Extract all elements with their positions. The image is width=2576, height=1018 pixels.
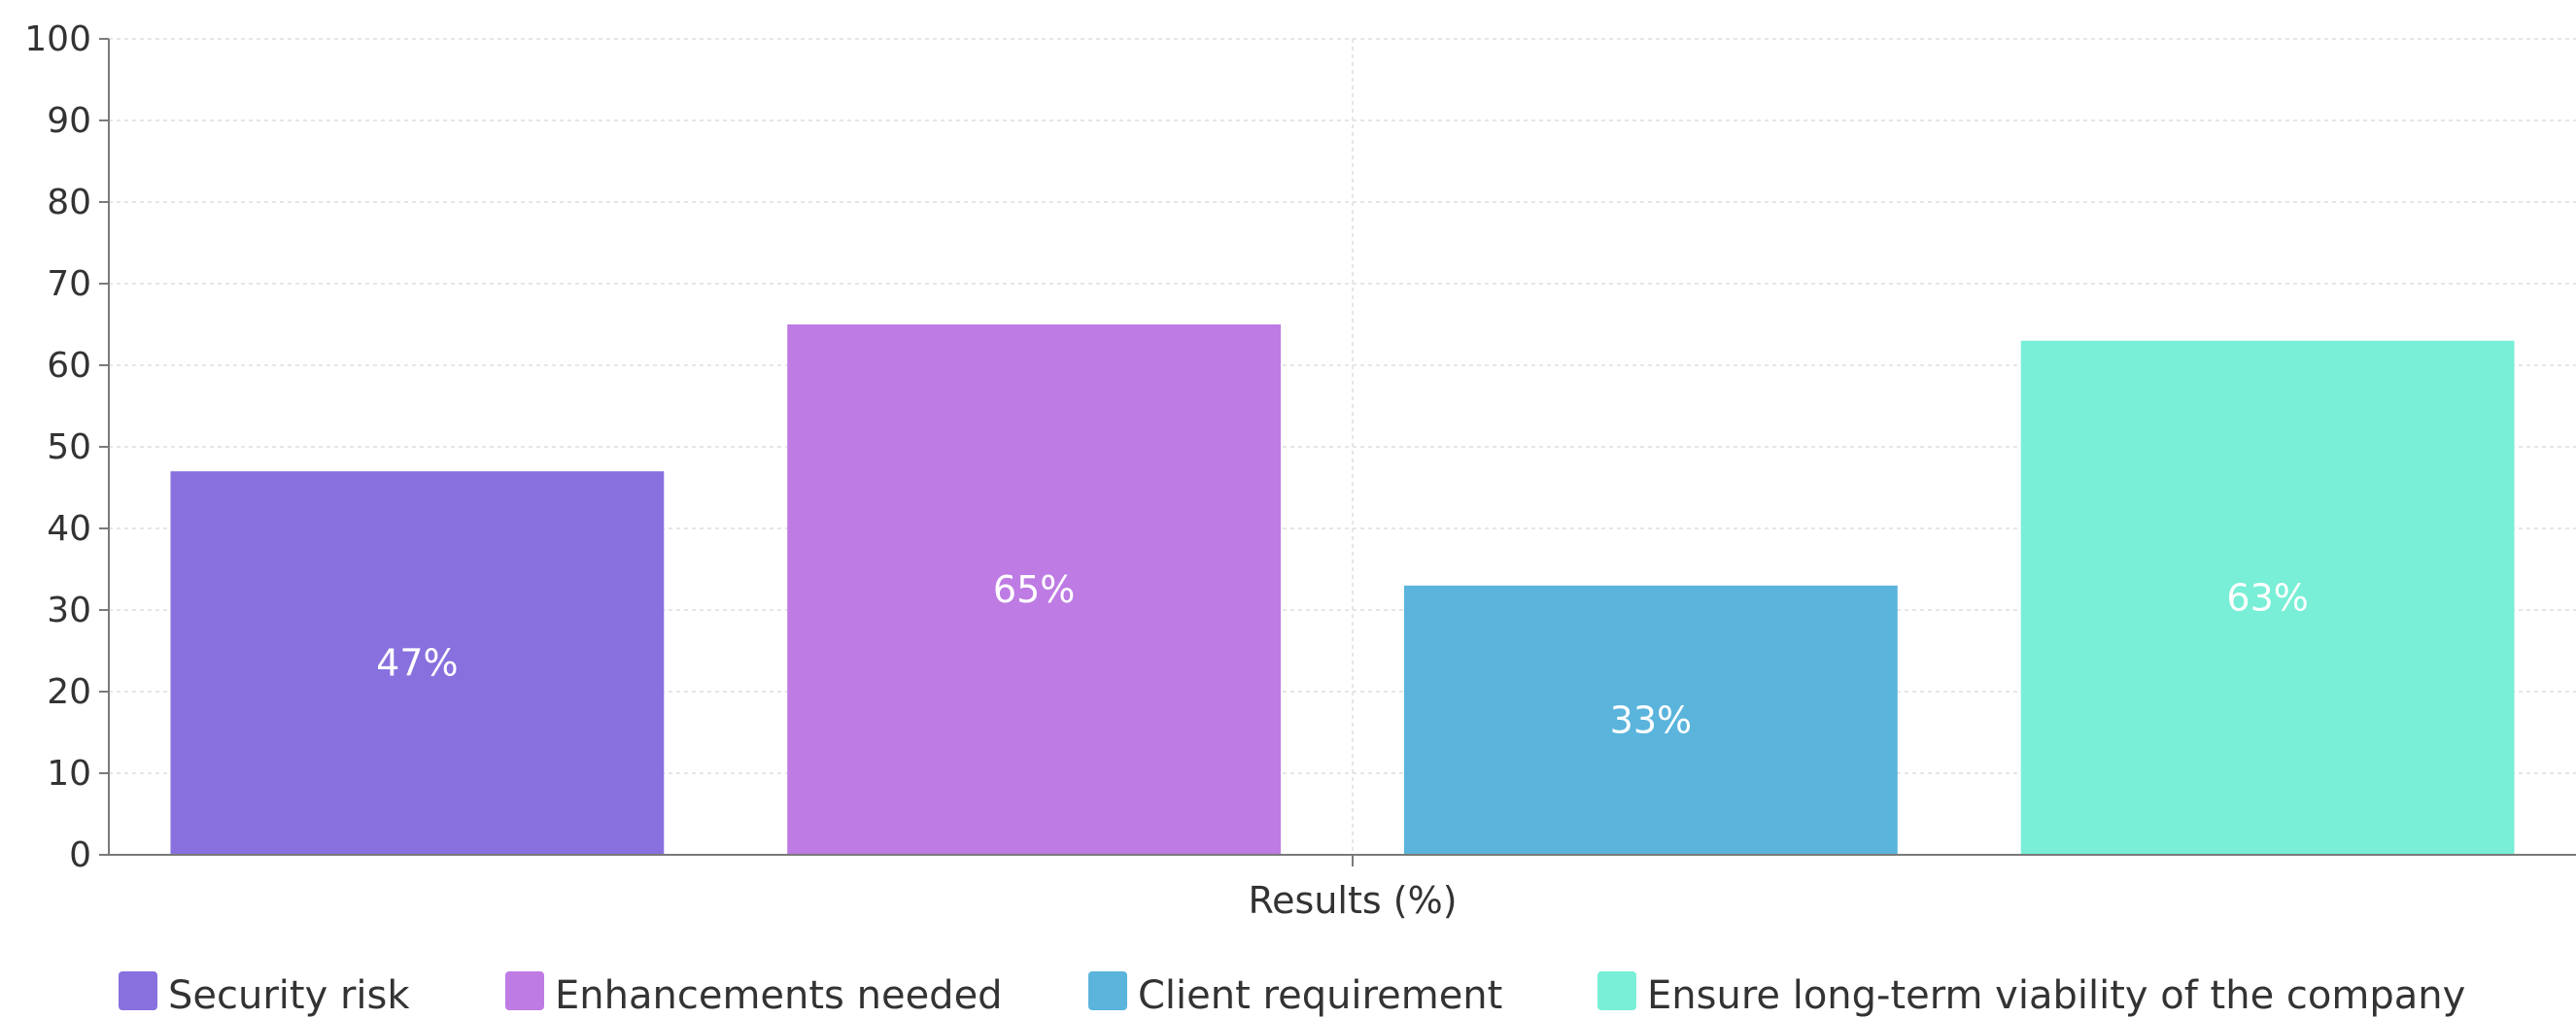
bar-3 <box>2020 340 2515 855</box>
bar-value-label: 63% <box>2226 576 2308 619</box>
y-tick-label: 20 <box>47 672 91 712</box>
legend-label: Client requirement <box>1138 973 1502 1018</box>
bar-2 <box>1403 585 1898 855</box>
y-tick-label: 50 <box>47 427 91 467</box>
bar-1 <box>787 324 1282 855</box>
y-tick-label: 90 <box>47 101 91 141</box>
bar-value-label: 65% <box>993 568 1075 611</box>
legend-label: Security risk <box>168 973 410 1018</box>
legend-label: Enhancements needed <box>555 973 1003 1018</box>
bar-value-label: 47% <box>376 642 458 685</box>
legend-swatch <box>1597 971 1636 1010</box>
bar-value-label: 33% <box>1610 698 1692 741</box>
y-tick-label: 40 <box>47 509 91 549</box>
x-axis-title: Results (%) <box>1248 879 1457 922</box>
bars <box>170 324 2515 855</box>
legend-swatch <box>1088 971 1127 1010</box>
y-tick-label: 10 <box>47 754 91 794</box>
y-tick-label: 0 <box>69 835 91 875</box>
legend-swatch <box>119 971 157 1010</box>
y-tick-label: 100 <box>24 19 91 59</box>
y-tick-label: 30 <box>47 591 91 630</box>
legend-swatch <box>505 971 544 1010</box>
bar-data-labels: 47% 65% 33% 63% <box>376 568 2309 741</box>
y-tick-label: 60 <box>47 346 91 386</box>
legend-label: Ensure long-term viability of the compan… <box>1647 973 2465 1018</box>
y-axis-ticks: 0 10 20 30 40 50 60 70 80 90 100 <box>24 19 1354 875</box>
y-tick-label: 80 <box>47 183 91 222</box>
legend: Security risk Enhancements needed Client r… <box>119 971 2465 1018</box>
y-tick-label: 70 <box>47 264 91 304</box>
bar-0 <box>170 471 665 855</box>
